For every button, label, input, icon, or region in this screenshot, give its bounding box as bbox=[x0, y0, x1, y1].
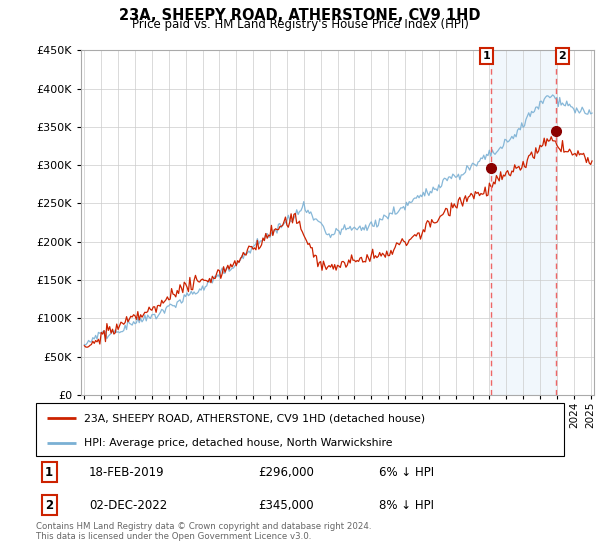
Text: 1: 1 bbox=[482, 51, 490, 60]
Text: 2: 2 bbox=[559, 51, 566, 60]
Bar bbox=[491, 50, 556, 395]
Text: HPI: Average price, detached house, North Warwickshire: HPI: Average price, detached house, Nort… bbox=[83, 438, 392, 448]
Text: 1: 1 bbox=[45, 465, 53, 479]
Text: 6% ↓ HPI: 6% ↓ HPI bbox=[379, 465, 434, 479]
Text: Contains HM Land Registry data © Crown copyright and database right 2024.
This d: Contains HM Land Registry data © Crown c… bbox=[36, 522, 371, 542]
Text: £345,000: £345,000 bbox=[258, 498, 313, 512]
Text: 23A, SHEEPY ROAD, ATHERSTONE, CV9 1HD (detached house): 23A, SHEEPY ROAD, ATHERSTONE, CV9 1HD (d… bbox=[83, 413, 425, 423]
Text: 02-DEC-2022: 02-DEC-2022 bbox=[89, 498, 167, 512]
Text: 18-FEB-2019: 18-FEB-2019 bbox=[89, 465, 164, 479]
Text: 2: 2 bbox=[45, 498, 53, 512]
Text: Price paid vs. HM Land Registry's House Price Index (HPI): Price paid vs. HM Land Registry's House … bbox=[131, 18, 469, 31]
FancyBboxPatch shape bbox=[36, 403, 564, 456]
Text: £296,000: £296,000 bbox=[258, 465, 314, 479]
Text: 8% ↓ HPI: 8% ↓ HPI bbox=[379, 498, 434, 512]
Text: 23A, SHEEPY ROAD, ATHERSTONE, CV9 1HD: 23A, SHEEPY ROAD, ATHERSTONE, CV9 1HD bbox=[119, 8, 481, 24]
